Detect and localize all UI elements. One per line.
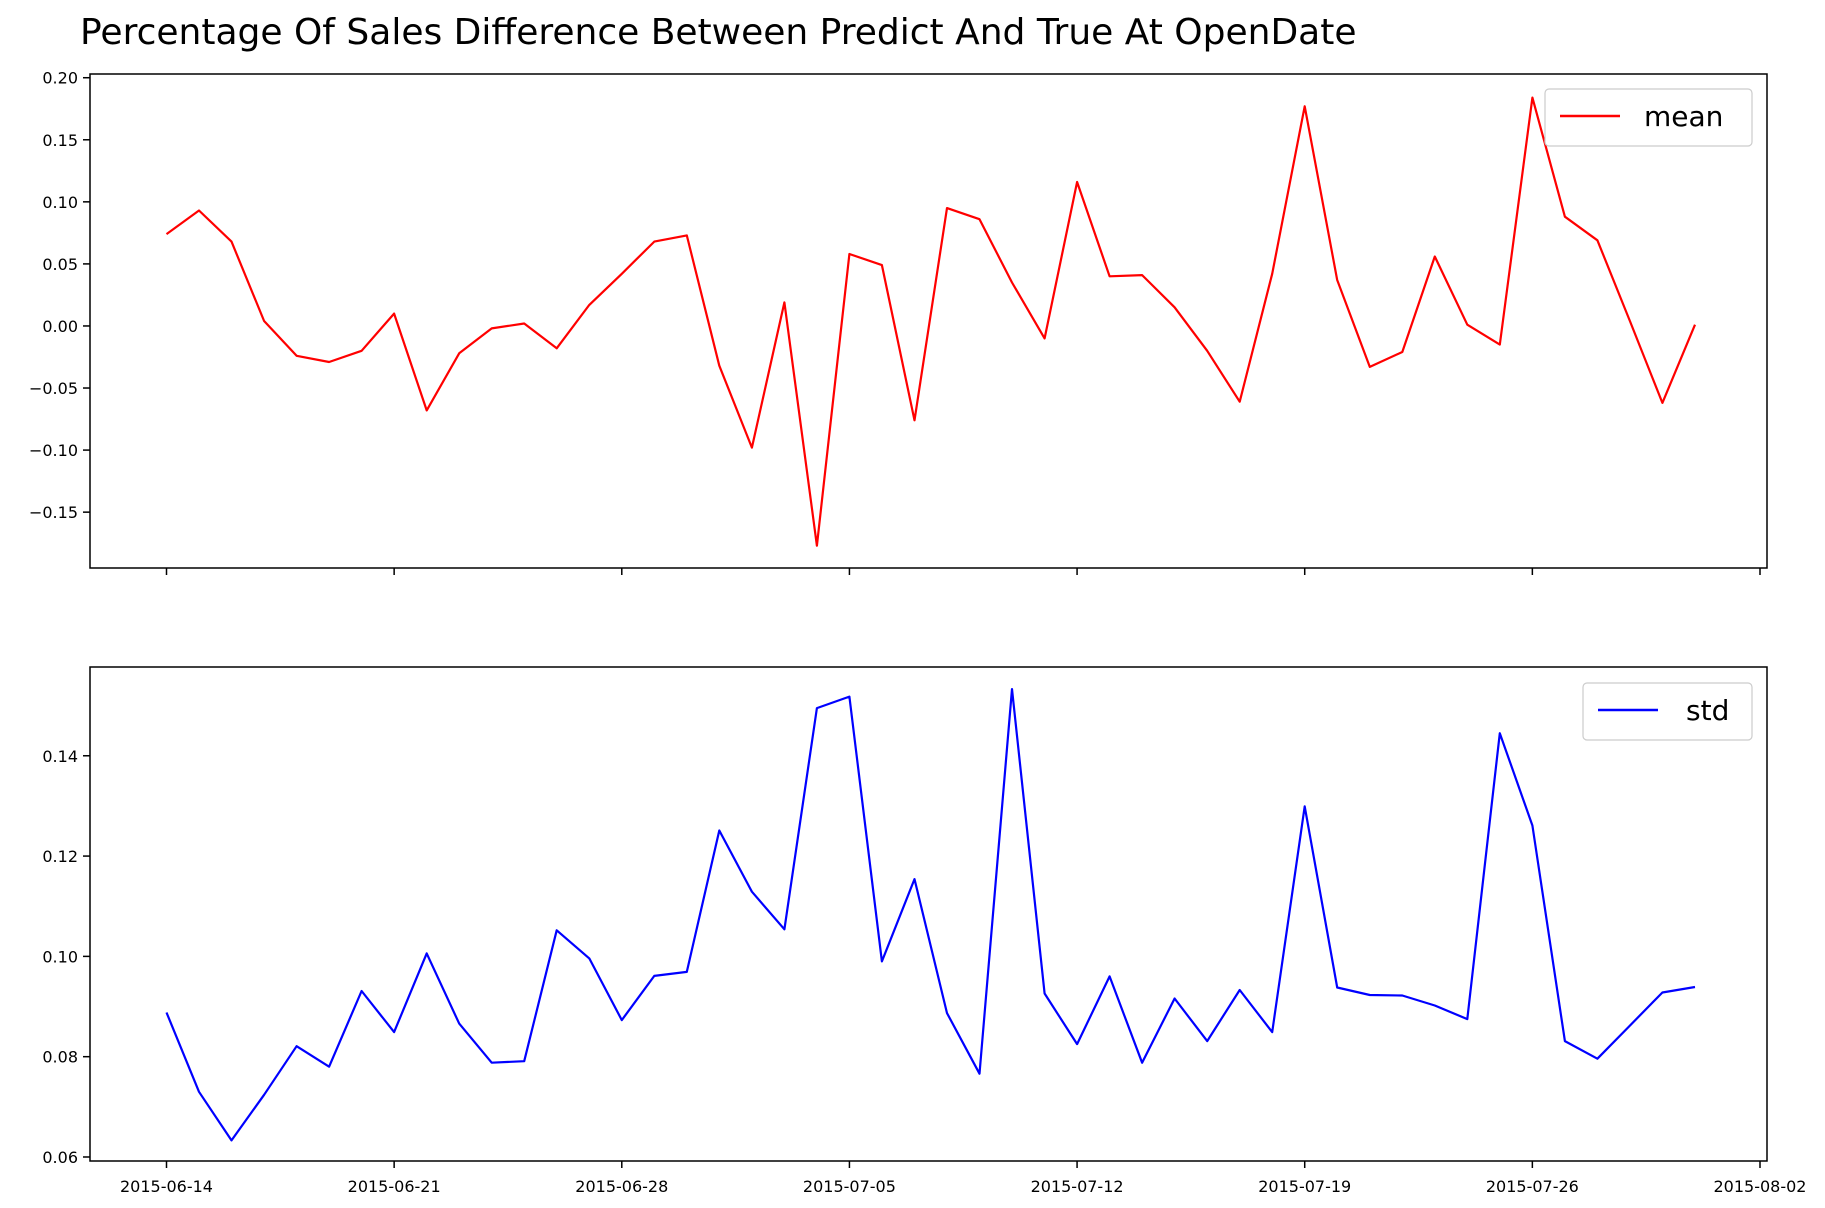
y-tick-label: −0.05 [29,379,78,398]
x-axis: 2015-06-14 2015-06-21 2015-06-28 2015-07-05… [120,1177,1806,1196]
std-subplot-axes: 0.14 0.12 0.10 0.08 0.06 [42,747,1761,1168]
x-tick-label: 2015-08-02 [1714,1177,1807,1196]
std-legend-label: std [1686,694,1729,727]
x-tick-label: 2015-06-14 [120,1177,213,1196]
mean-series [165,96,1697,547]
y-tick-label: 0.08 [42,1048,78,1067]
x-tick-label: 2015-07-05 [803,1177,896,1196]
x-tick-label: 2015-07-19 [1258,1177,1351,1196]
mean-line [165,96,1697,547]
mean-legend: mean [1544,88,1753,147]
y-tick-label: 0.05 [42,255,78,274]
y-tick-label: 0.10 [42,193,78,212]
y-tick-label: 0.12 [42,847,78,866]
std-legend-box [1582,682,1753,741]
std-subplot-frame [89,666,1768,1162]
y-tick-label: 0.06 [42,1148,78,1167]
x-tick-label: 2015-06-28 [575,1177,668,1196]
std-subplot: 0.14 0.12 0.10 0.08 0.06 std [42,666,1768,1168]
y-tick-label: −0.10 [29,441,78,460]
std-legend: std [1582,682,1753,741]
chart-title: Percentage Of Sales Difference Between P… [80,12,1357,53]
y-tick-label: 0.14 [42,747,78,766]
x-tick-label: 2015-06-21 [348,1177,441,1196]
mean-subplot-axes: 0.20 0.15 0.10 0.05 0.00 −0.05 −0.10 −0.15 [29,69,1761,575]
y-tick-label: 0.15 [42,131,78,150]
mean-subplot-frame [89,73,1768,569]
y-tick-label: −0.15 [29,503,78,522]
x-tick-label: 2015-07-26 [1486,1177,1579,1196]
y-tick-label: 0.20 [42,69,78,88]
y-tick-label: 0.10 [42,947,78,966]
std-series [165,687,1696,1142]
std-line [165,687,1696,1142]
mean-subplot: 0.20 0.15 0.10 0.05 0.00 −0.05 −0.10 −0.15 mean [29,69,1768,575]
mean-legend-label: mean [1644,100,1723,133]
x-tick-label: 2015-07-12 [1031,1177,1124,1196]
mean-legend-box [1544,88,1753,147]
y-tick-label: 0.00 [42,317,78,336]
